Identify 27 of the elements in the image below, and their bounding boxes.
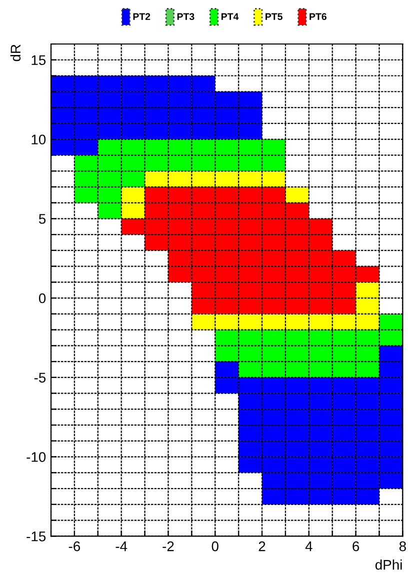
y-tick-label: -5 (34, 372, 46, 383)
y-tick-label: -15 (26, 532, 46, 542)
y-tick-label: -10 (26, 452, 46, 462)
legend-label: PT6 (310, 13, 326, 20)
x-tick-label: -6 (68, 541, 80, 552)
legend-label: PT2 (133, 13, 150, 20)
y-tick-label: 10 (32, 134, 46, 144)
y-tick-label: 5 (38, 214, 46, 224)
point (262, 330, 286, 346)
x-tick-label: 8 (399, 541, 406, 552)
x-tick-label: -2 (162, 541, 174, 552)
y-axis-title: dR (10, 44, 21, 62)
legend-label: PT4 (221, 13, 239, 20)
y-tick-label: 0 (38, 293, 46, 304)
point (262, 155, 286, 172)
point (262, 346, 286, 362)
legend-label: PT5 (266, 13, 282, 20)
x-tick-label: 4 (305, 542, 312, 552)
x-tick-label: 0 (212, 541, 218, 552)
y-tick-label: 15 (32, 55, 46, 66)
x-tick-label: 6 (352, 541, 360, 552)
x-tick-label: 2 (258, 541, 266, 552)
point (262, 139, 286, 156)
x-axis-title: dPhi (375, 560, 402, 570)
x-tick-label: -4 (116, 542, 128, 552)
legend-label: PT3 (177, 13, 194, 20)
point (262, 314, 286, 330)
